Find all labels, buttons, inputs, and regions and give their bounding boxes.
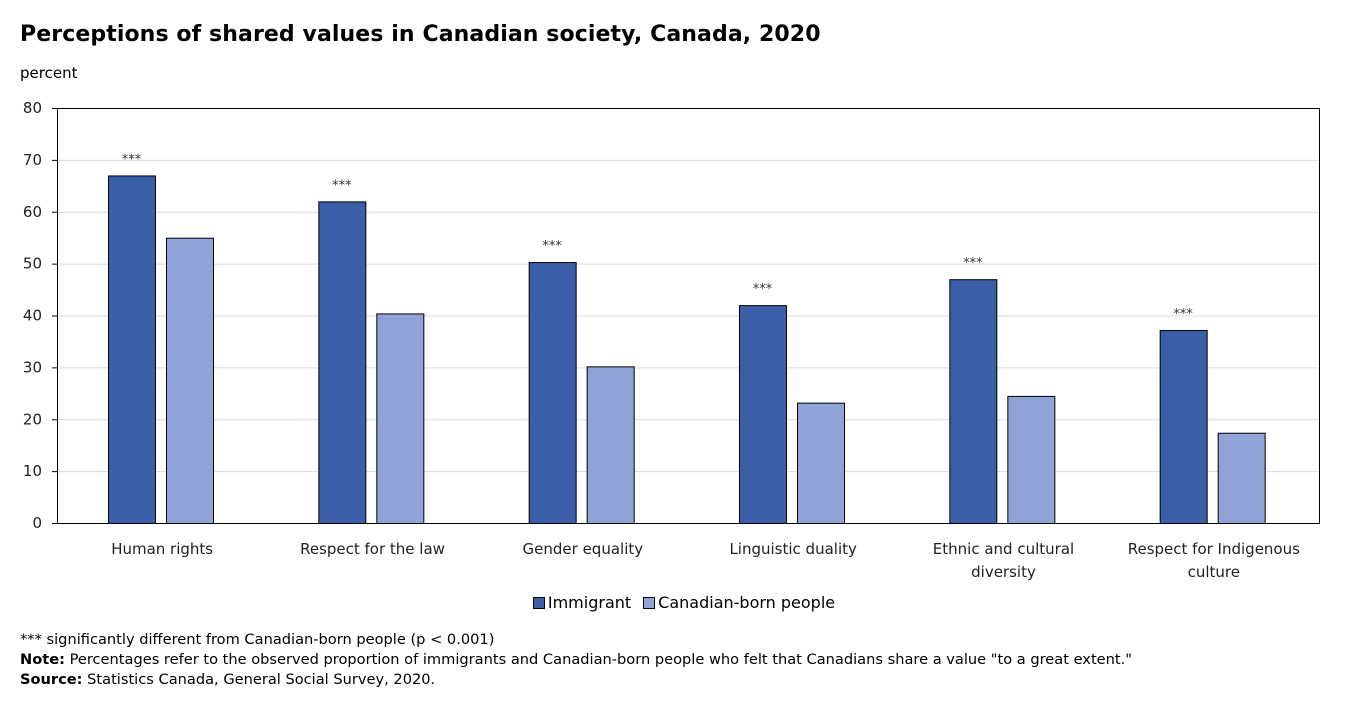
y-tick-label: 50 [23,255,42,273]
significance-marker: *** [122,152,142,167]
note-text: Percentages refer to the observed propor… [64,651,1132,668]
chart-title: Perceptions of shared values in Canadian… [20,22,821,47]
significance-marker: *** [963,256,983,271]
significance-marker: *** [542,239,562,254]
y-tick-label: 20 [23,410,42,428]
significance-note: *** significantly different from Canadia… [20,631,495,648]
bar-canadian-born [1217,432,1266,524]
x-category-label: Respect for Indigenous [1128,540,1300,558]
x-category-label: Linguistic duality [729,540,857,558]
bar-chart: 0 10 20 30 40 50 60 70 80 *** Human rights *** Respe… [23,99,1320,581]
y-tick-label: 80 [23,99,42,117]
x-category-label: Ethnic and cultural [933,540,1074,558]
bar-immigrant [318,201,367,524]
legend-label-canadian-born: Canadian-born people [658,593,836,612]
bar-immigrant [108,175,156,524]
significance-marker: *** [332,178,352,193]
y-tick-label: 40 [23,307,42,325]
bar-canadian-born [586,366,635,524]
source-line: Source: Statistics Canada, General Socia… [20,670,1132,690]
legend-swatch-immigrant [532,596,545,609]
source-label: Source: [20,671,83,688]
source-text: Statistics Canada, General Social Survey… [82,671,436,688]
y-tick-label: 10 [23,462,42,480]
significance-marker: *** [753,282,773,297]
bar-immigrant [739,305,787,524]
legend-swatch-canadian-born [643,596,656,609]
bar-immigrant [949,279,998,524]
x-category-label: Gender equality [523,540,644,558]
bar-canadian-born [1007,395,1056,524]
chart-legend: Immigrant Canadian-born people [0,593,1372,612]
legend-item-immigrant: Immigrant [532,593,632,612]
bar-immigrant [1159,330,1208,524]
x-category-label: diversity [971,563,1036,581]
y-tick-label: 60 [23,203,42,221]
plot-area-frame [57,108,1320,524]
y-axis-unit-label: percent [20,64,78,82]
bar-canadian-born [797,402,845,524]
note-line: Note: Percentages refer to the observed … [20,650,1132,670]
footnotes: *** significantly different from Canadia… [20,630,1132,690]
bar-canadian-born [166,237,214,524]
legend-item-canadian-born: Canadian-born people [643,593,835,612]
note-label: Note: [20,651,65,668]
legend-label-immigrant: Immigrant [547,593,632,612]
bar-immigrant [528,262,577,524]
x-category-label: Respect for the law [300,540,445,558]
y-tick-label: 30 [23,358,42,376]
significance-marker: *** [1173,307,1193,322]
y-tick-label: 70 [23,151,42,169]
bar-canadian-born [376,313,425,524]
x-category-label: culture [1188,563,1240,581]
x-category-label: Human rights [111,540,213,558]
y-tick-label: 0 [32,514,42,532]
